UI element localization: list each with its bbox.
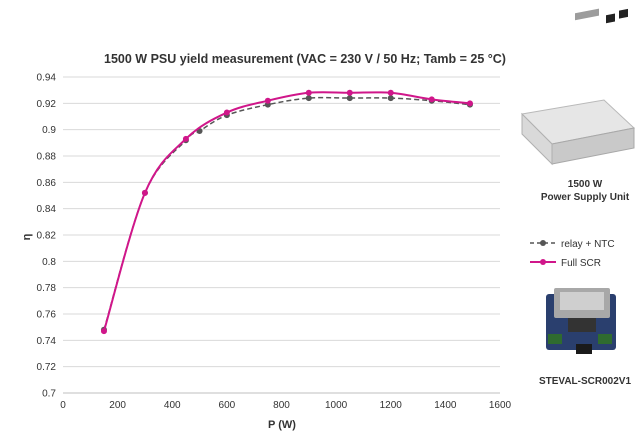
legend: relay + NTC Full SCR bbox=[530, 239, 615, 269]
series-point-1 bbox=[223, 109, 230, 116]
y-tick-label: 0.74 bbox=[37, 336, 57, 347]
board-image bbox=[546, 288, 616, 354]
series-line-1 bbox=[103, 91, 471, 332]
y-tick-label: 0.78 bbox=[37, 283, 57, 294]
x-tick-label: 800 bbox=[273, 400, 290, 411]
y-tick-label: 0.92 bbox=[37, 99, 57, 110]
series-point-1 bbox=[264, 97, 271, 104]
series-line-0 bbox=[103, 96, 471, 331]
series-point-1 bbox=[428, 96, 435, 103]
psu-image bbox=[520, 8, 636, 166]
x-tick-label: 200 bbox=[109, 400, 126, 411]
y-tick-label: 0.82 bbox=[37, 231, 57, 242]
y-tick-label: 0.9 bbox=[42, 125, 56, 136]
x-tick-label: 0 bbox=[60, 400, 66, 411]
x-axis-label: P (W) bbox=[268, 419, 296, 431]
y-tick-label: 0.86 bbox=[37, 178, 57, 189]
grid-lines bbox=[63, 76, 500, 368]
y-tick-label: 0.76 bbox=[37, 310, 57, 321]
series-point-1 bbox=[466, 100, 473, 107]
psu-label-line2: Power Supply Unit bbox=[541, 192, 630, 203]
series-point-1 bbox=[305, 89, 312, 96]
y-axis-ticks: 0.7 0.72 0.74 0.76 0.78 0.8 0.82 0.84 0.86 0.88 0.… bbox=[37, 73, 57, 400]
psu-label-line1: 1500 W bbox=[568, 179, 603, 190]
y-tick-label: 0.84 bbox=[37, 204, 57, 215]
x-tick-label: 1400 bbox=[434, 400, 457, 411]
y-tick-label: 0.94 bbox=[37, 73, 57, 84]
board-label: STEVAL-SCR002V1 bbox=[539, 376, 632, 387]
y-axis-label: η bbox=[21, 233, 33, 240]
x-tick-label: 1000 bbox=[325, 400, 348, 411]
series-point-1 bbox=[100, 328, 107, 335]
y-tick-label: 0.7 bbox=[42, 389, 56, 400]
legend-relay-label: relay + NTC bbox=[561, 239, 615, 250]
series-point-0 bbox=[387, 95, 394, 102]
series-point-0 bbox=[305, 95, 312, 102]
series-point-1 bbox=[141, 189, 148, 196]
series-point-1 bbox=[182, 135, 189, 142]
legend-relay-marker bbox=[540, 240, 546, 246]
legend-scr-label: Full SCR bbox=[561, 258, 601, 269]
chart-title: 1500 W PSU yield measurement (VAC = 230 … bbox=[104, 52, 506, 66]
y-tick-label: 0.88 bbox=[37, 152, 57, 163]
x-axis-ticks: 0 200 400 600 800 1000 1200 1400 1600 bbox=[60, 400, 511, 411]
legend-scr-marker bbox=[540, 259, 546, 265]
x-tick-label: 400 bbox=[164, 400, 181, 411]
x-tick-label: 1600 bbox=[489, 400, 512, 411]
series-layer bbox=[100, 89, 473, 335]
series-point-0 bbox=[346, 95, 353, 102]
x-tick-label: 1200 bbox=[380, 400, 403, 411]
series-point-1 bbox=[346, 89, 353, 96]
y-tick-label: 0.72 bbox=[37, 362, 57, 373]
x-tick-label: 600 bbox=[219, 400, 236, 411]
series-point-1 bbox=[387, 89, 394, 96]
y-tick-label: 0.8 bbox=[42, 257, 56, 268]
